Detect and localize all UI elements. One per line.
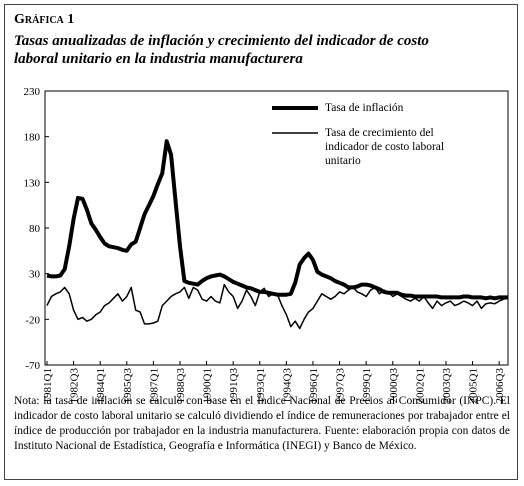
legend-label: Tasa de inflación [325, 102, 404, 114]
x-tick-label: 1984Q1 [95, 368, 107, 403]
x-tick-label: 1996Q1 [308, 368, 320, 403]
x-tick-label: 1988Q3 [175, 368, 187, 404]
x-tick-label: 1994Q3 [281, 368, 293, 404]
y-tick-label: 230 [24, 86, 41, 98]
x-tick-label: 1987Q1 [148, 368, 160, 403]
y-tick-label: 130 [24, 177, 41, 189]
x-tick-label: 2003Q3 [441, 368, 453, 404]
x-tick-label: 1990Q1 [202, 368, 214, 403]
y-tick-label: -70 [25, 360, 40, 372]
x-tick-label: 2006Q3 [494, 368, 506, 404]
legend-label: Tasa de crecimiento del indicador de cos… [325, 127, 445, 167]
x-tick-label: 1997Q3 [335, 368, 347, 404]
x-tick-label: 1985Q3 [122, 368, 134, 404]
x-tick-label: 1993Q1 [255, 368, 267, 403]
x-tick-label: 2005Q1 [468, 368, 480, 403]
x-tick-label: 2000Q3 [388, 368, 400, 404]
x-tick-label: 1999Q1 [361, 368, 373, 403]
x-tick-label: 2002Q1 [414, 368, 426, 403]
x-tick-label: 1982Q3 [69, 368, 81, 404]
frame [4, 4, 518, 480]
series-line [46, 283, 509, 330]
y-tick-label: -20 [25, 314, 40, 326]
figure-label: Gráfica 1 [14, 12, 75, 27]
x-tick-label: 1981Q1 [42, 368, 54, 403]
y-tick-label: 80 [29, 223, 41, 235]
note: Nota: la tasa de inflación se calculó co… [14, 395, 510, 452]
y-tick-label: 30 [29, 269, 41, 281]
chart-title: Tasas anualizadas de inflación y crecimi… [14, 33, 429, 67]
y-tick-label: 180 [24, 132, 41, 144]
x-tick-label: 1991Q3 [228, 368, 240, 404]
